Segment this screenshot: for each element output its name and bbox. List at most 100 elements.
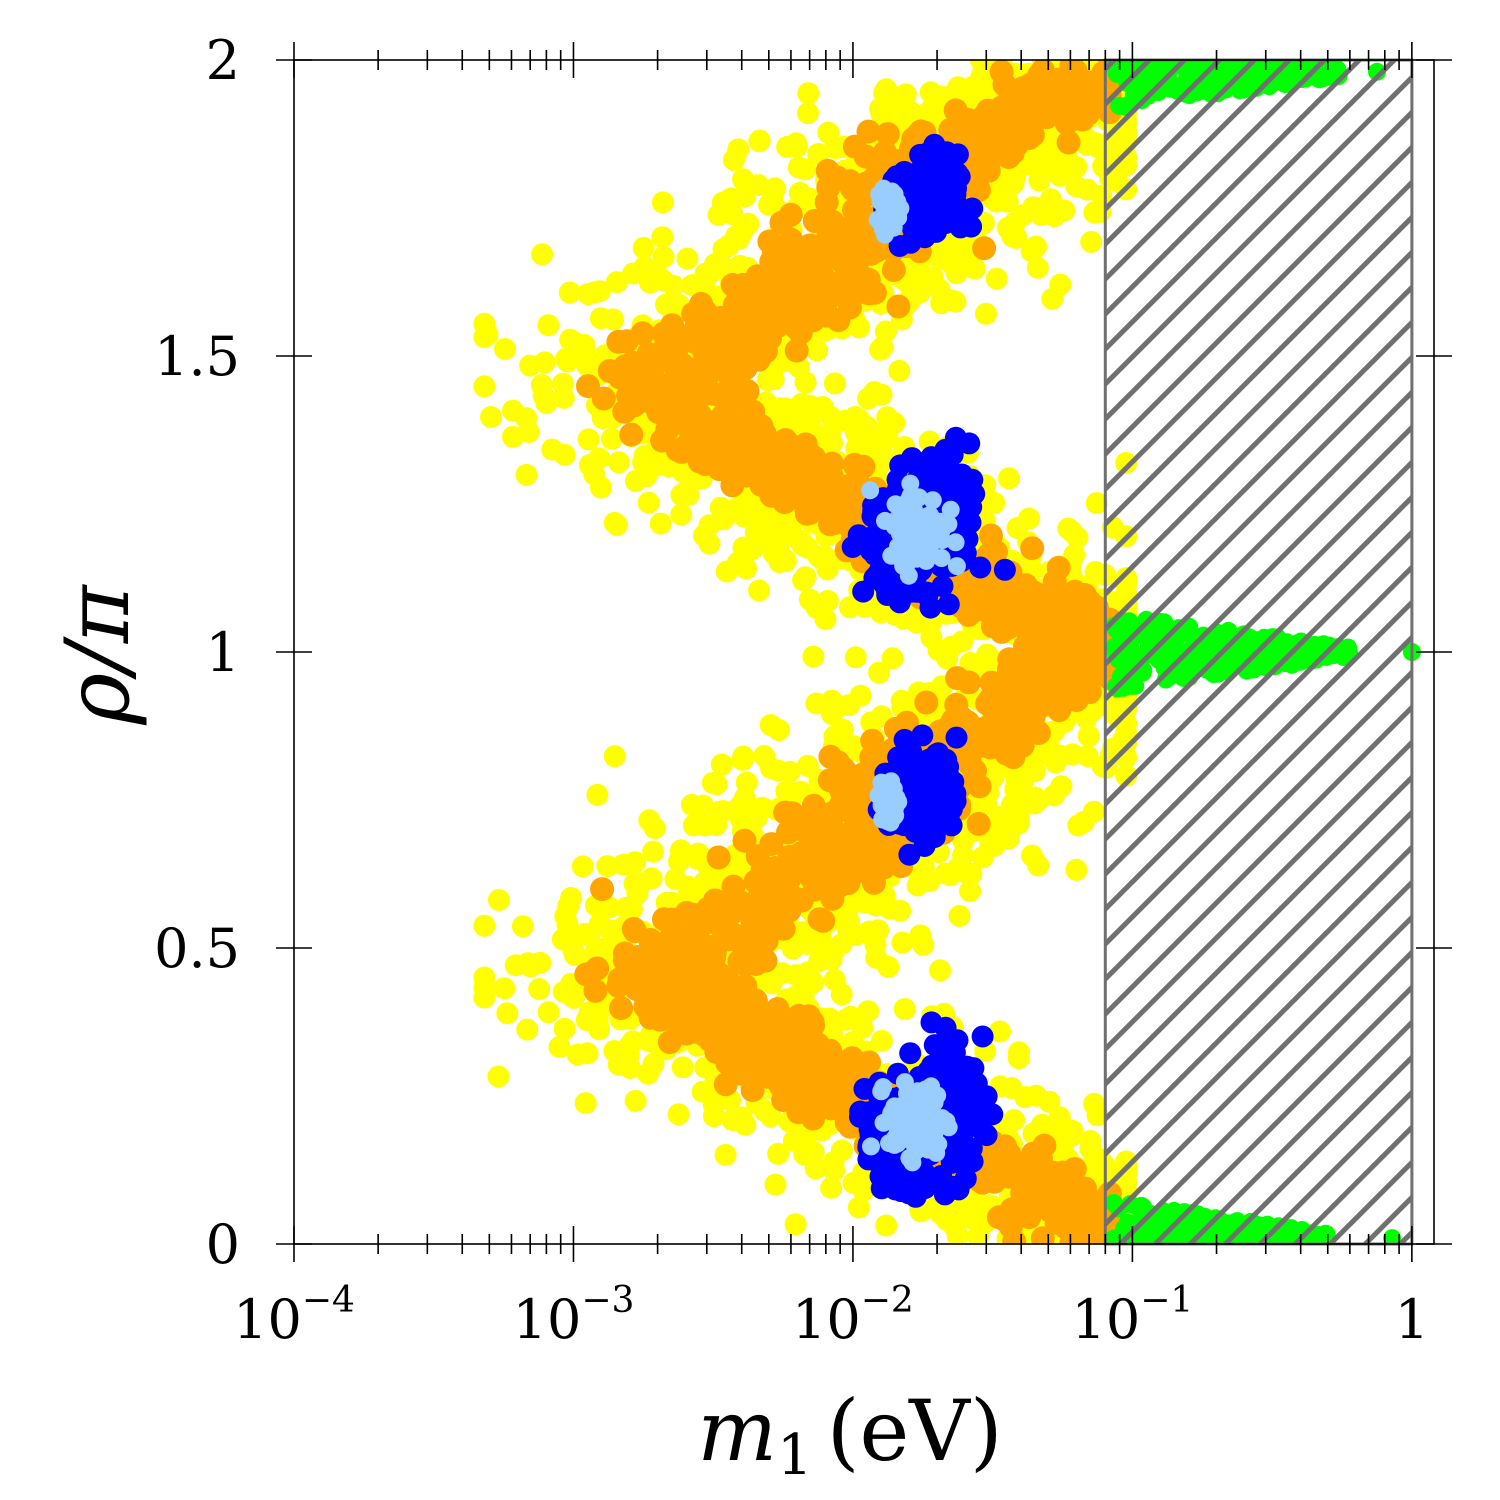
- yellow-point: [668, 850, 690, 873]
- yellow-point: [670, 503, 693, 526]
- orange-point: [623, 919, 647, 944]
- yellow-point: [1048, 1106, 1071, 1129]
- orange-point: [972, 236, 997, 261]
- yellow-point: [590, 476, 612, 499]
- yellow-point: [1023, 760, 1046, 783]
- yellow-point: [753, 745, 776, 767]
- orange-point: [707, 1011, 732, 1035]
- yellow-point: [515, 407, 538, 430]
- orange-point: [886, 294, 911, 319]
- orange-point: [828, 793, 853, 817]
- yellow-point: [889, 899, 912, 922]
- yellow-point: [619, 1057, 641, 1079]
- yellow-point: [698, 514, 721, 537]
- yellow-point: [1085, 492, 1108, 515]
- yellow-point: [916, 102, 939, 125]
- orange-point: [717, 363, 742, 388]
- yellow-point: [1050, 775, 1073, 798]
- orange-point: [967, 774, 992, 799]
- orange-point: [802, 877, 827, 902]
- yellow-point: [1076, 178, 1099, 201]
- yellow-point: [686, 848, 709, 870]
- orange-point: [845, 815, 870, 840]
- yellow-point: [812, 425, 835, 448]
- yellow-point: [600, 427, 623, 450]
- green-point: [1134, 1232, 1153, 1244]
- orange-point: [620, 360, 645, 385]
- orange-point: [1022, 666, 1047, 691]
- yellow-point: [504, 954, 527, 977]
- yellow-point: [632, 236, 655, 259]
- orange-point: [841, 834, 866, 859]
- orange-point: [994, 103, 1019, 128]
- yellow-point: [744, 521, 767, 544]
- yellow-point: [652, 245, 675, 268]
- orange-point: [715, 967, 740, 991]
- yellow-point: [667, 1103, 690, 1126]
- orange-point: [721, 874, 746, 899]
- orange-point: [983, 588, 1008, 613]
- yellow-point: [874, 320, 897, 343]
- orange-point: [790, 313, 815, 338]
- orange-point: [816, 1059, 841, 1084]
- yellow-point: [1115, 146, 1138, 169]
- orange-point: [865, 855, 890, 880]
- yellow-point: [852, 1179, 875, 1202]
- orange-point: [657, 1030, 682, 1055]
- orange-point: [1078, 1211, 1103, 1236]
- yellow-point: [817, 943, 840, 966]
- orange-point: [793, 432, 818, 457]
- orange-point: [999, 1153, 1024, 1178]
- yellow-point: [493, 977, 516, 1000]
- yellow-point: [811, 396, 834, 418]
- yellow-point: [586, 783, 609, 806]
- orange-point: [636, 969, 660, 994]
- yellow-point: [1077, 724, 1100, 747]
- orange-point: [1042, 70, 1067, 95]
- yellow-point: [529, 951, 552, 974]
- orange-point: [1005, 582, 1030, 607]
- orange-point: [797, 495, 822, 520]
- yellow-point: [881, 647, 904, 670]
- green-point: [1219, 1215, 1237, 1233]
- yellow-point: [816, 558, 839, 581]
- orange-point: [728, 987, 753, 1012]
- yellow-point: [515, 463, 538, 486]
- orange-point: [823, 510, 848, 535]
- yellow-point: [997, 827, 1020, 850]
- yellow-point: [709, 496, 732, 519]
- orange-point: [820, 886, 845, 911]
- yellow-point: [844, 646, 867, 669]
- yellow-point: [671, 1056, 694, 1079]
- yellow-point: [796, 754, 819, 777]
- yellow-point: [940, 635, 963, 658]
- yellow-point: [563, 331, 586, 354]
- yellow-point: [778, 760, 801, 783]
- yellow-point: [1066, 526, 1089, 549]
- orange-point: [791, 457, 816, 482]
- orange-point: [762, 893, 787, 917]
- yellow-point: [969, 68, 992, 90]
- yellow-point: [873, 81, 896, 104]
- yellow-point: [732, 745, 755, 768]
- orange-point: [769, 210, 794, 235]
- orange-point: [750, 313, 775, 338]
- yellow-point: [651, 269, 674, 292]
- yellow-point: [996, 190, 1019, 213]
- orange-point: [725, 325, 750, 350]
- yellow-point: [603, 745, 626, 768]
- orange-point: [793, 294, 817, 318]
- yellow-point: [894, 83, 917, 106]
- yellow-point: [1021, 844, 1043, 867]
- yellow-point: [705, 814, 728, 836]
- yellow-point: [553, 1017, 576, 1040]
- yellow-point: [578, 1001, 601, 1024]
- orange-point: [940, 708, 965, 733]
- orange-point: [1047, 696, 1072, 721]
- yellow-point: [576, 1042, 599, 1065]
- yellow-point: [605, 271, 628, 294]
- orange-point: [661, 335, 686, 360]
- orange-point: [780, 801, 805, 826]
- orange-point: [831, 759, 856, 784]
- yellow-point: [823, 968, 846, 991]
